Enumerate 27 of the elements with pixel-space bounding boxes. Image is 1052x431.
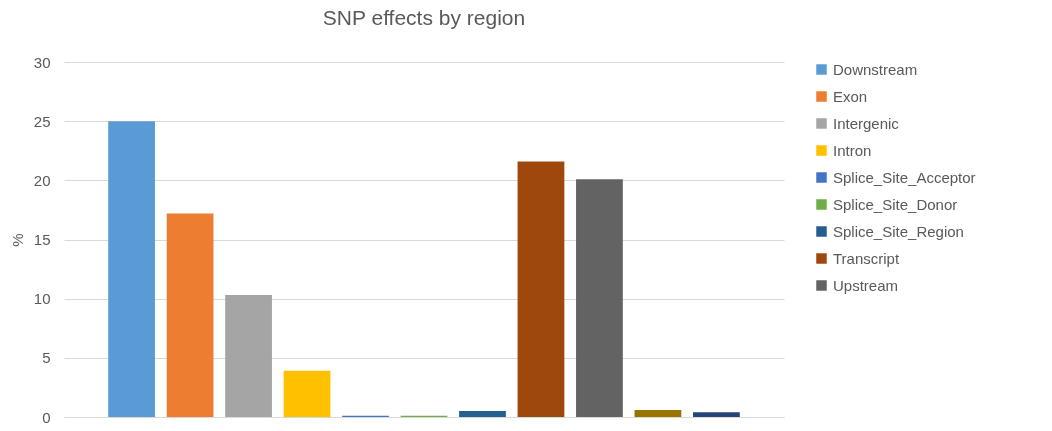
- legend-label: Splice_Site_Acceptor: [833, 168, 976, 186]
- bar: [517, 161, 565, 417]
- legend-label: Transcript: [833, 249, 900, 267]
- bar: [108, 121, 155, 417]
- y-tick-label: 25: [33, 112, 51, 130]
- bar: [693, 412, 740, 417]
- y-tick-label: 5: [42, 349, 51, 367]
- bar: [459, 411, 506, 417]
- legend-label: Upstream: [833, 276, 899, 294]
- y-tick-label: 20: [33, 171, 51, 189]
- legend-label: Splice_Site_Donor: [833, 195, 958, 213]
- y-tick-label: 0: [42, 408, 51, 426]
- bar: [225, 295, 272, 417]
- bar: [576, 179, 623, 417]
- y-axis-title: %: [8, 233, 26, 247]
- y-tick-label: 30: [33, 53, 51, 71]
- legend-label: Exon: [833, 87, 868, 105]
- y-tick-label: 10: [33, 290, 51, 308]
- legend-label: Intergenic: [833, 114, 900, 132]
- legend-label: Splice_Site_Region: [833, 222, 964, 240]
- legend-label: Intron: [833, 141, 872, 159]
- bar: [634, 409, 682, 417]
- bar: [283, 370, 331, 417]
- legend-label: Downstream: [833, 60, 918, 78]
- bar: [166, 213, 214, 417]
- y-tick-label: 15: [33, 231, 51, 248]
- chart-title: SNP effects by region: [322, 6, 526, 29]
